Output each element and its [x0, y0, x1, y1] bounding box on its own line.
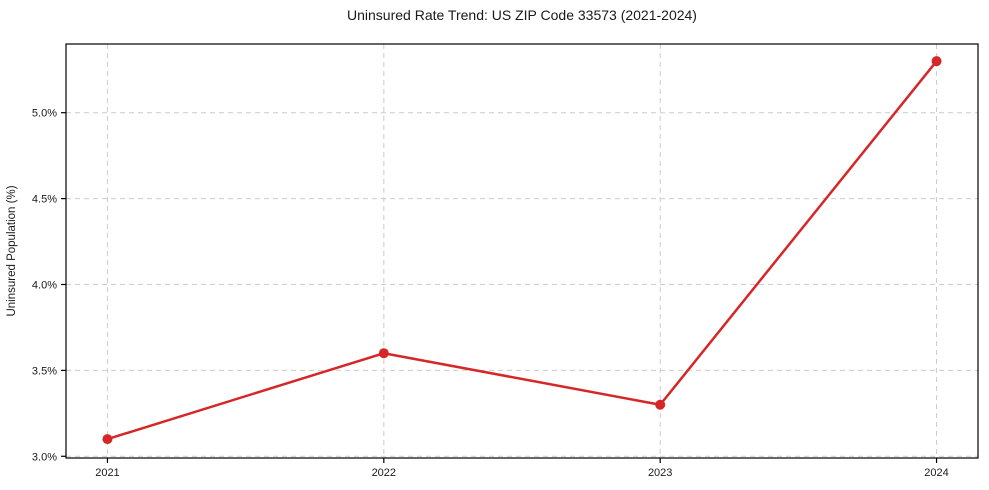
- x-tick-label: 2022: [372, 467, 396, 479]
- axes: [61, 43, 979, 463]
- data-point-2024: [931, 56, 942, 67]
- data-series: [102, 56, 942, 445]
- y-axis-label: Uninsured Population (%): [6, 185, 18, 316]
- x-tick-label: 2024: [924, 467, 948, 479]
- data-point-2021: [102, 434, 113, 445]
- tick-labels: 3.0% 3.5% 4.0% 4.5% 5.0% 2021 2022 2023 2024: [32, 108, 949, 479]
- data-point-2023: [655, 399, 666, 410]
- chart-title: Uninsured Rate Trend: US ZIP Code 33573 …: [347, 7, 697, 23]
- y-tick-label: 3.0%: [32, 451, 57, 463]
- y-tick-label: 5.0%: [32, 108, 57, 120]
- series-line: [106, 59, 938, 441]
- gridlines: [66, 44, 978, 458]
- x-tick-label: 2023: [648, 467, 672, 479]
- data-point-2022: [378, 348, 389, 359]
- x-tick-label: 2021: [95, 467, 119, 479]
- y-tick-label: 4.5%: [32, 194, 57, 206]
- y-tick-label: 4.0%: [32, 279, 57, 291]
- plot-border: [65, 43, 979, 459]
- y-tick-label: 3.5%: [32, 365, 57, 377]
